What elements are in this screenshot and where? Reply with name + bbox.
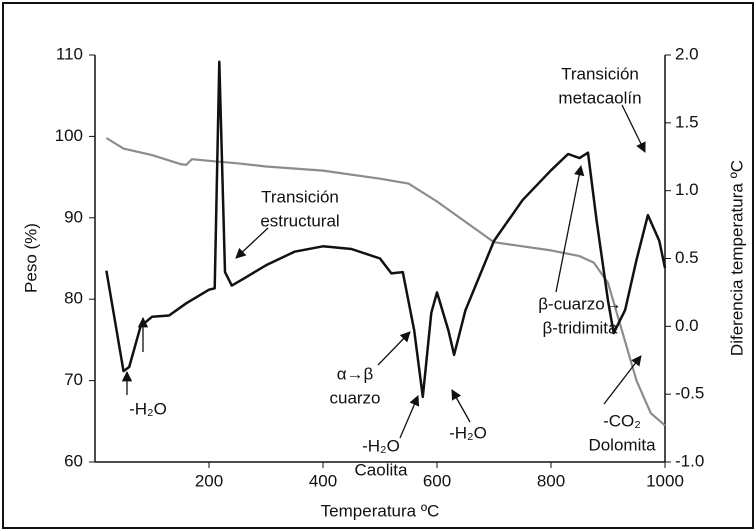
annotation: -H₂O — [362, 436, 400, 455]
annotation: Dolomita — [588, 435, 656, 454]
y2-axis-label: Diferencia temperatura ºC — [727, 160, 746, 356]
annotation: α→β — [337, 364, 374, 383]
y-tick-label: 80 — [64, 289, 83, 308]
y2-tick-label: 2.0 — [675, 44, 699, 63]
annotation-arrow — [603, 355, 642, 405]
y2-tick-label: 0.5 — [675, 248, 699, 267]
y2-tick-label: -0.5 — [675, 384, 704, 403]
y-tick-label: 90 — [64, 207, 83, 226]
annotation: -H₂O — [129, 399, 167, 418]
annotation: β-tridimita — [543, 318, 618, 337]
annotation-arrow — [399, 395, 420, 439]
annotation: -H₂O — [449, 423, 487, 442]
y2-tick-label: -1.0 — [675, 451, 704, 470]
x-tick-label: 1000 — [646, 471, 684, 490]
annotation-arrow — [621, 104, 646, 153]
annotation: Transición — [261, 187, 339, 206]
y-axis-label: Peso (%) — [21, 223, 40, 293]
x-tick-label: 400 — [309, 471, 337, 490]
annotation-arrow — [377, 331, 411, 366]
annotation: metacaolín — [558, 88, 641, 107]
annotation: Transición — [561, 64, 639, 83]
x-tick-label: 200 — [195, 471, 223, 490]
x-tick-label: 800 — [537, 471, 565, 490]
annotation: estructural — [260, 211, 339, 230]
annotation: β-cuarzo→ — [538, 294, 621, 313]
y2-tick-label: 1.5 — [675, 112, 699, 131]
annotation-arrow — [451, 389, 471, 423]
x-tick-label: 600 — [423, 471, 451, 490]
series-line — [105, 137, 666, 427]
annotation: Caolita — [355, 460, 408, 479]
y-tick-label: 60 — [64, 451, 83, 470]
y2-tick-label: 1.0 — [675, 180, 699, 199]
annotation-arrow — [555, 164, 585, 293]
series-line — [105, 60, 667, 399]
y-tick-label: 100 — [55, 126, 83, 145]
annotation: -CO₂ — [603, 411, 641, 430]
y-tick-label: 110 — [56, 44, 83, 63]
y2-tick-label: 0.0 — [675, 316, 699, 335]
x-axis-label: Temperatura ºC — [321, 501, 440, 520]
y-tick-label: 70 — [64, 370, 83, 389]
annotation: cuarzo — [329, 388, 380, 407]
annotation-arrow — [235, 227, 269, 259]
